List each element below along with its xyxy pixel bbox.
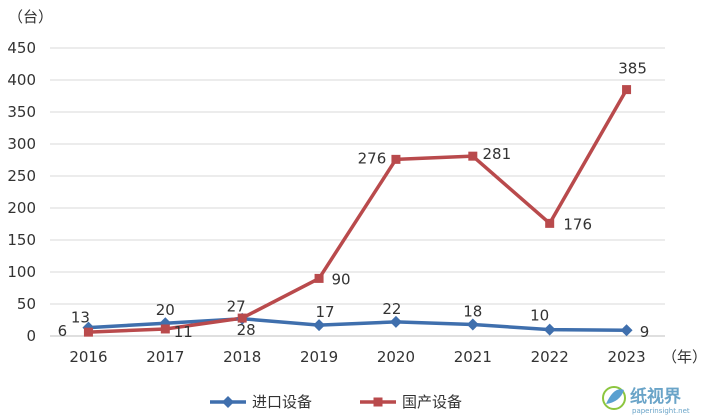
- y-tick-label: 200: [7, 199, 36, 217]
- data-label: 281: [482, 145, 511, 163]
- x-tick-label: 2022: [531, 348, 569, 366]
- square-marker: [237, 313, 247, 323]
- y-tick-label: 100: [7, 263, 36, 281]
- data-label: 28: [237, 321, 256, 339]
- watermark-url: paperinsight.net: [632, 407, 690, 415]
- square-marker: [314, 273, 324, 283]
- watermark-text: 纸视界: [630, 386, 681, 407]
- data-label: 90: [332, 270, 351, 288]
- data-label: 13: [71, 309, 90, 327]
- x-tick-label: 2023: [607, 348, 645, 366]
- square-marker: [468, 151, 478, 161]
- diamond-marker: [389, 315, 402, 328]
- data-label: 22: [382, 300, 401, 318]
- x-tick-label: 2018: [223, 348, 261, 366]
- diamond-marker: [620, 324, 633, 337]
- square-marker: [160, 324, 170, 334]
- data-label: 10: [530, 307, 549, 325]
- legend-diamond-icon: [222, 396, 234, 408]
- data-label: 6: [58, 322, 68, 340]
- y-tick-label: 300: [7, 135, 36, 153]
- y-tick-label: 450: [7, 39, 36, 57]
- x-tick-label: 2017: [146, 348, 184, 366]
- legend-label: 进口设备: [252, 393, 312, 411]
- legend: 进口设备 国产设备: [210, 393, 462, 411]
- series-lines: [88, 88, 629, 334]
- data-label: 276: [358, 149, 387, 167]
- square-marker: [83, 327, 93, 337]
- diamond-marker: [543, 323, 556, 336]
- data-label: 9: [640, 323, 650, 341]
- x-tick-label: 2019: [300, 348, 338, 366]
- data-label: 11: [174, 323, 193, 341]
- x-tick-label: 2021: [454, 348, 492, 366]
- data-label: 27: [227, 298, 246, 316]
- series-line-1: [88, 88, 629, 334]
- x-unit-label: （年）: [662, 348, 702, 366]
- gridlines: [50, 47, 665, 305]
- data-labels: 13 20 27 17 22 18 10 9 6 11 28 90 276 281 176 385: [58, 60, 650, 342]
- legend-label: 国产设备: [402, 393, 462, 411]
- square-marker: [622, 85, 632, 95]
- data-label: 176: [563, 215, 592, 233]
- x-tick-label: 2016: [69, 348, 107, 366]
- data-label: 17: [316, 303, 335, 321]
- square-marker: [545, 218, 555, 228]
- data-label: 385: [618, 60, 647, 78]
- y-unit-label: （台）: [8, 8, 53, 26]
- y-tick-label: 0: [26, 327, 36, 345]
- legend-square-icon: [373, 397, 383, 407]
- y-tick-label: 250: [7, 167, 36, 185]
- data-label: 20: [156, 301, 175, 319]
- diamond-marker: [313, 319, 326, 332]
- square-marker: [391, 154, 401, 164]
- data-label: 18: [463, 302, 482, 320]
- watermark: 纸视界 paperinsight.net: [602, 386, 690, 415]
- y-tick-label: 350: [7, 103, 36, 121]
- x-tick-label: 2020: [377, 348, 415, 366]
- series-line-0: [88, 316, 627, 332]
- y-tick-label: 400: [7, 71, 36, 89]
- y-tick-label: 50: [17, 295, 36, 313]
- leaf-logo-icon: [602, 386, 626, 410]
- y-tick-label: 150: [7, 231, 36, 249]
- data-markers: [82, 85, 633, 337]
- diamond-marker: [466, 318, 479, 331]
